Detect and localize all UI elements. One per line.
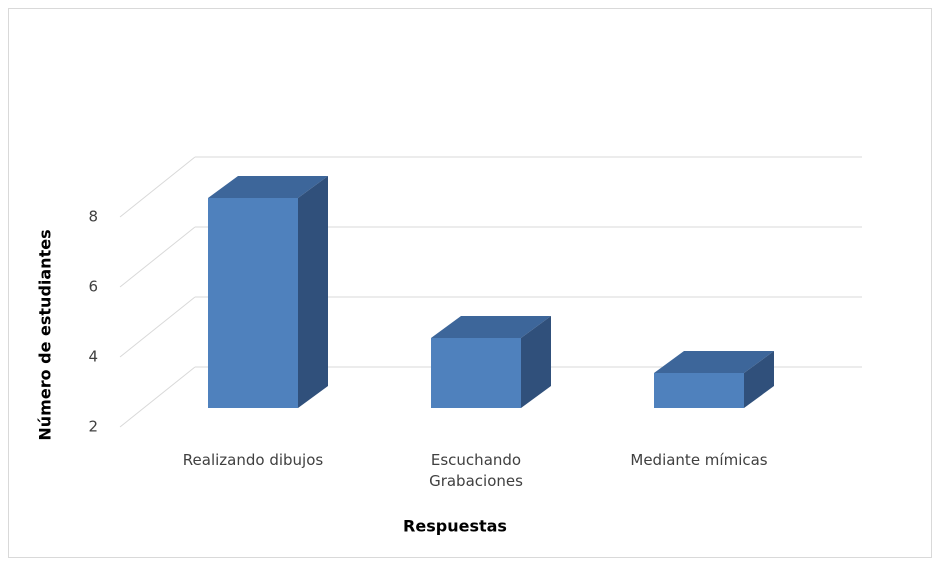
side-grid-line — [119, 366, 196, 428]
bar — [208, 176, 328, 408]
bar-side — [298, 176, 328, 408]
bar — [654, 351, 774, 408]
bar-top — [654, 351, 774, 373]
y-tick-label: 8 — [88, 208, 98, 226]
y-axis-title: Número de estudiantes — [36, 229, 55, 440]
x-tick-label-box: Realizando dibujos — [182, 451, 324, 469]
x-tick-label: Escuchando Grabaciones — [429, 451, 523, 490]
x-tick-label-box: Mediante mímicas — [630, 451, 768, 469]
bar — [431, 316, 551, 408]
bar-top — [208, 176, 328, 198]
bar-front — [431, 338, 521, 408]
chart-frame — [8, 8, 932, 558]
x-tick-label: Realizando dibujos — [182, 451, 324, 469]
bar-side — [521, 316, 551, 408]
bar-front — [654, 373, 744, 408]
x-tick-label-box: Escuchando Grabaciones — [429, 451, 523, 490]
bar-top — [431, 316, 551, 338]
y-tick-label: 4 — [88, 348, 98, 366]
bar-side — [744, 351, 774, 408]
side-grid-line — [119, 156, 196, 218]
x-axis-title: Respuestas — [403, 517, 507, 536]
y-tick-label: 6 — [88, 278, 98, 296]
y-tick-label: 2 — [88, 418, 98, 436]
bar-front — [208, 198, 298, 408]
side-grid-line — [119, 226, 196, 288]
side-grid-line — [119, 296, 196, 358]
x-tick-label: Mediante mímicas — [630, 451, 768, 469]
